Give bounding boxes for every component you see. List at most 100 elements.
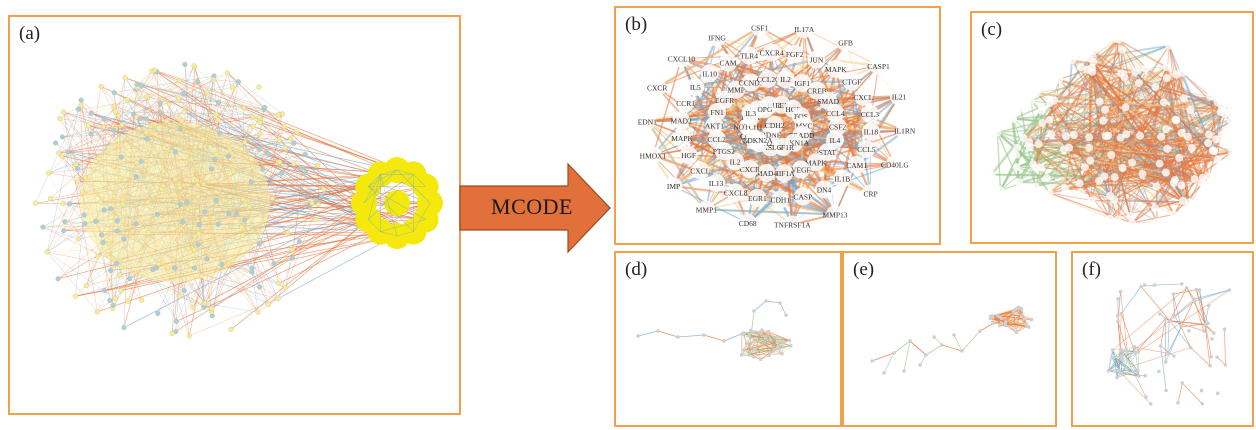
network-b: CASP1 IL21 IL1RN CD40LG CRP MMP13 TNFRSF1A CD68… — [638, 18, 916, 234]
node-label: CAM — [719, 59, 736, 68]
node-label: HGF — [785, 105, 800, 114]
node-label: CCL5 — [857, 145, 876, 154]
node-label: IL5 — [690, 83, 701, 92]
node-label: STAT — [819, 148, 837, 157]
node-label: EGR1 — [748, 194, 767, 203]
node-label: OPG — [757, 105, 773, 114]
node-label: MAD2 — [670, 116, 692, 125]
node-label: CDH1 — [771, 195, 791, 204]
panel-f-label: (f) — [1082, 259, 1101, 280]
node-label: CAM1 — [846, 161, 867, 170]
node-label: BDNF — [761, 130, 781, 139]
panel-d-label: (d) — [625, 259, 648, 280]
node-label: HIF1A — [773, 169, 795, 178]
node-label: IL18 — [864, 128, 879, 137]
node-label: CDKN2A — [742, 136, 773, 145]
node-label: MAPK — [671, 134, 693, 143]
node-label: CTGF — [842, 78, 861, 87]
node-label: CSF1 — [751, 23, 768, 32]
node-label: MMP — [727, 86, 745, 95]
node-label: CXCL8 — [724, 189, 748, 198]
node-label: CXCR4 — [760, 49, 784, 58]
node-label: MMP13 — [822, 210, 847, 219]
node-label: IL1B — [834, 175, 850, 184]
node-label: CCL20 — [757, 75, 779, 84]
node-label: PTGS2 — [713, 147, 735, 156]
node-label: TRADD — [789, 131, 815, 140]
node-label: VEGF — [791, 166, 811, 175]
node-label: IGF1 — [794, 79, 810, 88]
network-a-graph — [32, 61, 443, 339]
panel-e-label: (e) — [853, 259, 875, 280]
panel-a-label: (a) — [19, 23, 41, 44]
node-label: CCL2 — [708, 135, 727, 144]
node-label: IL1RN — [894, 127, 916, 136]
node-label: CASP1 — [867, 62, 890, 71]
node-label: CCR1 — [676, 99, 695, 108]
panel-a: (a) — [8, 15, 461, 415]
panel-c: (c) — [970, 11, 1254, 244]
node-label: AKT1 — [705, 121, 724, 130]
node-label: CASP — [794, 192, 813, 201]
panel-b-label: (b) — [625, 14, 648, 35]
node-label: CSF1R — [772, 143, 794, 152]
node-label: IL4 — [829, 136, 840, 145]
panel-d: (d) — [614, 251, 842, 427]
node-label: IL21 — [892, 93, 907, 102]
node-label: CD68 — [739, 219, 757, 228]
network-d — [636, 299, 793, 362]
node-label: IFNG — [708, 34, 726, 43]
node-label: IL13 — [709, 179, 724, 188]
node-label: CXCL — [690, 166, 710, 175]
node-label: CCL4 — [826, 109, 845, 118]
node-label: IL2 — [780, 75, 791, 84]
node-label: CCND1 — [739, 79, 764, 88]
node-label: IL2 — [730, 158, 741, 167]
panel-b: (b) CASP1 IL21 IL1RN CD40LG CRP MMP13 TNFRSF1A… — [614, 6, 941, 245]
node-label: MMP1 — [696, 206, 718, 215]
node-label: HGF — [681, 151, 696, 160]
node-label: CXCL10 — [668, 55, 696, 64]
panel-e: (e) — [842, 251, 1057, 427]
node-label: IL10 — [702, 69, 717, 78]
node-label: IMP — [667, 182, 680, 191]
node-label: CSF2 — [829, 123, 846, 132]
node-label: MAPK — [825, 65, 847, 74]
node-label: LEP — [775, 101, 788, 110]
node-label: EDN1 — [638, 117, 657, 126]
mcode-arrow: MCODE — [458, 158, 614, 258]
arrow-shape — [459, 162, 611, 254]
network-c — [987, 34, 1236, 227]
node-label: MYC — [795, 122, 812, 131]
node-label: IL3 — [745, 109, 756, 118]
panel-f: (f) — [1071, 251, 1254, 427]
mcode-label: MCODE — [491, 194, 573, 219]
node-label: DN4 — [817, 185, 832, 194]
node-label: HMOX1 — [640, 152, 667, 161]
node-label: GFB — [838, 38, 853, 47]
node-label: CREB — [807, 87, 827, 96]
node-label: CRP — [864, 189, 878, 198]
node-label: CD40LG — [881, 160, 910, 169]
node-label: EGFR — [715, 96, 734, 105]
node-label: MAD4 — [756, 169, 778, 178]
network-f — [1106, 282, 1232, 406]
node-label: FN1 — [710, 108, 724, 117]
node-label: SMAD — [817, 97, 839, 106]
node-label: CDKN1A — [779, 139, 810, 148]
panel-c-label: (c) — [981, 19, 1003, 40]
node-label: CXCR — [647, 84, 667, 93]
node-label: IL17A — [794, 25, 815, 34]
node-label: CXCR — [740, 165, 760, 174]
node-label: TNFRSF1A — [774, 221, 811, 230]
network-e — [870, 305, 1034, 375]
node-label: MAPK — [805, 158, 827, 167]
node-label: FOS — [794, 112, 808, 121]
node-label: CCL3 — [861, 110, 880, 119]
node-label: TLR4 — [740, 52, 758, 61]
node-label: NOTCH1 — [733, 123, 763, 132]
node-label: CDH2 — [765, 121, 785, 130]
node-label: FGF2 — [786, 50, 804, 59]
node-label: FASLG — [759, 143, 783, 152]
node-label: JUN — [810, 56, 824, 65]
